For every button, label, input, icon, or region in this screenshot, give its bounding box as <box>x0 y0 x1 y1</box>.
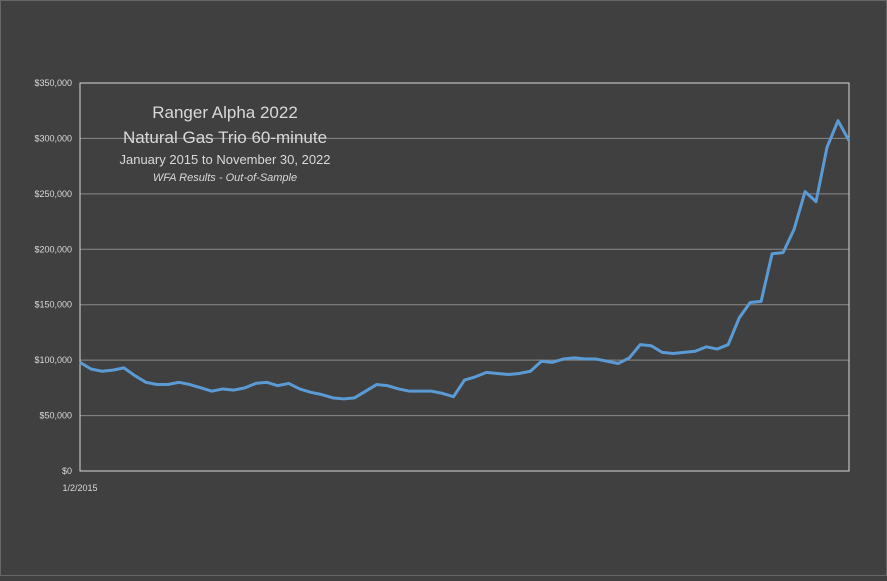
chart-title: WFA Results - Out-of-Sample <box>153 172 297 184</box>
y-tick-label: $200,000 <box>34 244 72 254</box>
chart-title: January 2015 to November 30, 2022 <box>119 152 330 167</box>
y-tick-label: $50,000 <box>39 411 72 421</box>
y-tick-label: $100,000 <box>34 355 72 365</box>
x-tick-label: 1/2/2015 <box>62 483 97 493</box>
y-tick-label: $0 <box>62 466 72 476</box>
y-tick-label: $250,000 <box>34 189 72 199</box>
chart-title: Ranger Alpha 2022 <box>152 103 298 122</box>
plot-border <box>79 82 850 472</box>
y-tick-label: $350,000 <box>34 78 72 88</box>
equity-line <box>79 119 851 401</box>
y-tick-label: $300,000 <box>34 133 72 143</box>
chart-title: Natural Gas Trio 60-minute <box>123 128 327 147</box>
y-tick-label: $150,000 <box>34 300 72 310</box>
